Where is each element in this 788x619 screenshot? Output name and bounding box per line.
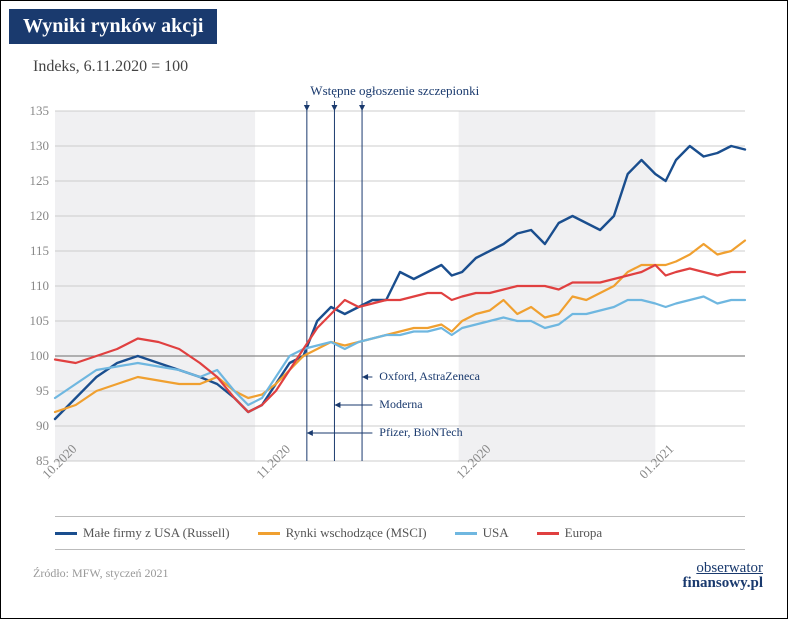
y-tick-label: 130 xyxy=(19,138,49,154)
legend-swatch xyxy=(455,532,477,535)
legend-swatch xyxy=(55,532,77,535)
y-tick-label: 125 xyxy=(19,173,49,189)
y-tick-label: 90 xyxy=(19,418,49,434)
chart-legend: Małe firmy z USA (Russell) Rynki wschodzą… xyxy=(55,516,745,550)
legend-item: Europa xyxy=(537,525,603,541)
chart-source: Źródło: MFW, styczeń 2021 xyxy=(33,566,169,581)
legend-label: USA xyxy=(483,525,509,541)
brand-line1: obserwator xyxy=(696,560,763,576)
y-tick-label: 100 xyxy=(19,348,49,364)
brand-logo: obserwator finansowy.pl xyxy=(683,561,763,591)
vaccine-label: Pfizer, BioNTech xyxy=(379,425,462,440)
legend-swatch xyxy=(258,532,280,535)
vaccine-label: Moderna xyxy=(379,397,422,412)
chart-plot-area: 85909510010511011512012513013510.202011.… xyxy=(55,111,745,461)
legend-item: Rynki wschodzące (MSCI) xyxy=(258,525,427,541)
y-tick-label: 115 xyxy=(19,243,49,259)
legend-label: Małe firmy z USA (Russell) xyxy=(83,525,230,541)
chart-subtitle: Indeks, 6.11.2020 = 100 xyxy=(33,58,787,76)
y-tick-label: 120 xyxy=(19,208,49,224)
y-tick-label: 105 xyxy=(19,313,49,329)
y-tick-label: 95 xyxy=(19,383,49,399)
legend-label: Rynki wschodzące (MSCI) xyxy=(286,525,427,541)
chart-title: Wyniki rynków akcji xyxy=(9,9,217,44)
chart-frame: Wyniki rynków akcji Indeks, 6.11.2020 = … xyxy=(0,0,788,619)
y-tick-label: 135 xyxy=(19,103,49,119)
legend-label: Europa xyxy=(565,525,603,541)
y-tick-label: 110 xyxy=(19,278,49,294)
legend-swatch xyxy=(537,532,559,535)
legend-item: Małe firmy z USA (Russell) xyxy=(55,525,230,541)
brand-line2: finansowy.pl xyxy=(683,575,763,591)
annotation-top: Wstępne ogłoszenie szczepionki xyxy=(310,83,479,99)
vaccine-label: Oxford, AstraZeneca xyxy=(379,369,480,384)
legend-item: USA xyxy=(455,525,509,541)
